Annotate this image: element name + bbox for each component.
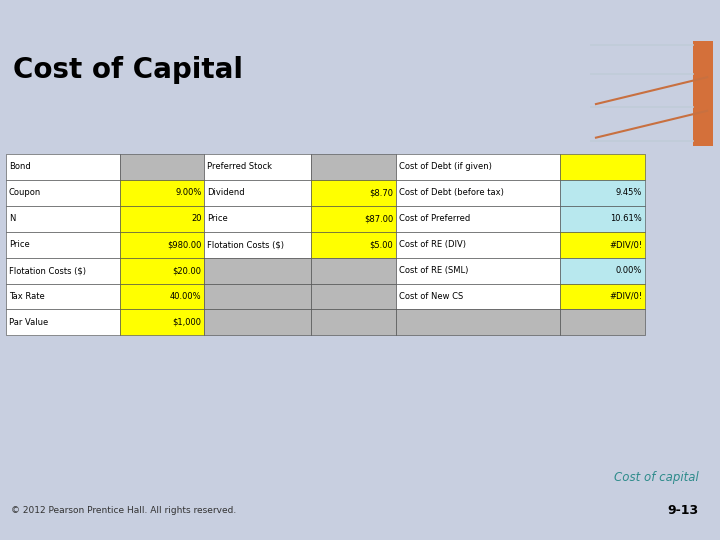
Bar [120,284,204,309]
Bar [204,232,311,258]
Text: Cost of Debt (before tax): Cost of Debt (before tax) [399,188,504,197]
Text: 40.00%: 40.00% [170,292,202,301]
Bar [6,154,120,180]
Bar [6,206,120,232]
Bar [6,309,120,335]
Bar [6,258,120,284]
Text: Dividend: Dividend [207,188,245,197]
Bar [311,154,396,180]
Bar [120,258,204,284]
Bar [204,258,311,284]
Bar [204,180,311,206]
Bar [396,180,560,206]
Bar [311,206,396,232]
Text: Tax Rate: Tax Rate [9,292,45,301]
Bar [396,258,560,284]
Bar [6,232,120,258]
Text: © 2012 Pearson Prentice Hall. All rights reserved.: © 2012 Pearson Prentice Hall. All rights… [11,506,236,515]
Bar [311,309,396,335]
Bar [120,180,204,206]
Bar [396,309,560,335]
Bar [693,40,713,146]
Text: Price: Price [9,240,30,249]
Text: Cost of Debt (if given): Cost of Debt (if given) [399,163,492,171]
Text: Cost of RE (SML): Cost of RE (SML) [399,266,468,275]
Bar [396,284,560,309]
Bar [204,154,311,180]
Bar [204,309,311,335]
Text: 10.61%: 10.61% [611,214,642,223]
Text: Cost of capital: Cost of capital [613,471,698,484]
Bar [6,180,120,206]
Text: 9-13: 9-13 [667,504,698,517]
Text: Preferred Stock: Preferred Stock [207,163,272,171]
Bar [6,284,120,309]
Text: Cost of RE (DIV): Cost of RE (DIV) [399,240,466,249]
Text: $5.00: $5.00 [369,240,393,249]
Text: $1,000: $1,000 [173,318,202,327]
Bar [560,258,645,284]
Text: Par Value: Par Value [9,318,48,327]
Bar [560,154,645,180]
Bar [560,284,645,309]
Bar [311,258,396,284]
Text: Bond: Bond [9,163,30,171]
Text: Cost of Preferred: Cost of Preferred [399,214,470,223]
Bar [560,309,645,335]
Text: Cost of Capital: Cost of Capital [13,56,243,84]
Text: Coupon: Coupon [9,188,41,197]
Text: 9.45%: 9.45% [616,188,642,197]
Text: $87.00: $87.00 [364,214,393,223]
Bar [204,284,311,309]
Bar [560,206,645,232]
Text: 9.00%: 9.00% [175,188,202,197]
Text: 20: 20 [191,214,202,223]
Bar [560,232,645,258]
Bar [204,206,311,232]
Text: Cost of New CS: Cost of New CS [399,292,463,301]
Text: $20.00: $20.00 [173,266,202,275]
Text: #DIV/0!: #DIV/0! [609,240,642,249]
Text: $8.70: $8.70 [369,188,393,197]
Bar [396,206,560,232]
Bar [396,232,560,258]
Bar [560,180,645,206]
Bar [311,180,396,206]
Bar [396,154,560,180]
Text: Flotation Costs ($): Flotation Costs ($) [9,266,86,275]
Bar [120,232,204,258]
Text: Flotation Costs ($): Flotation Costs ($) [207,240,284,249]
Bar [311,284,396,309]
Text: #DIV/0!: #DIV/0! [609,292,642,301]
Text: $980.00: $980.00 [167,240,202,249]
Text: 0.00%: 0.00% [616,266,642,275]
Bar [311,232,396,258]
Text: Price: Price [207,214,228,223]
Bar [120,206,204,232]
Text: N: N [9,214,15,223]
Bar [120,154,204,180]
Bar [120,309,204,335]
